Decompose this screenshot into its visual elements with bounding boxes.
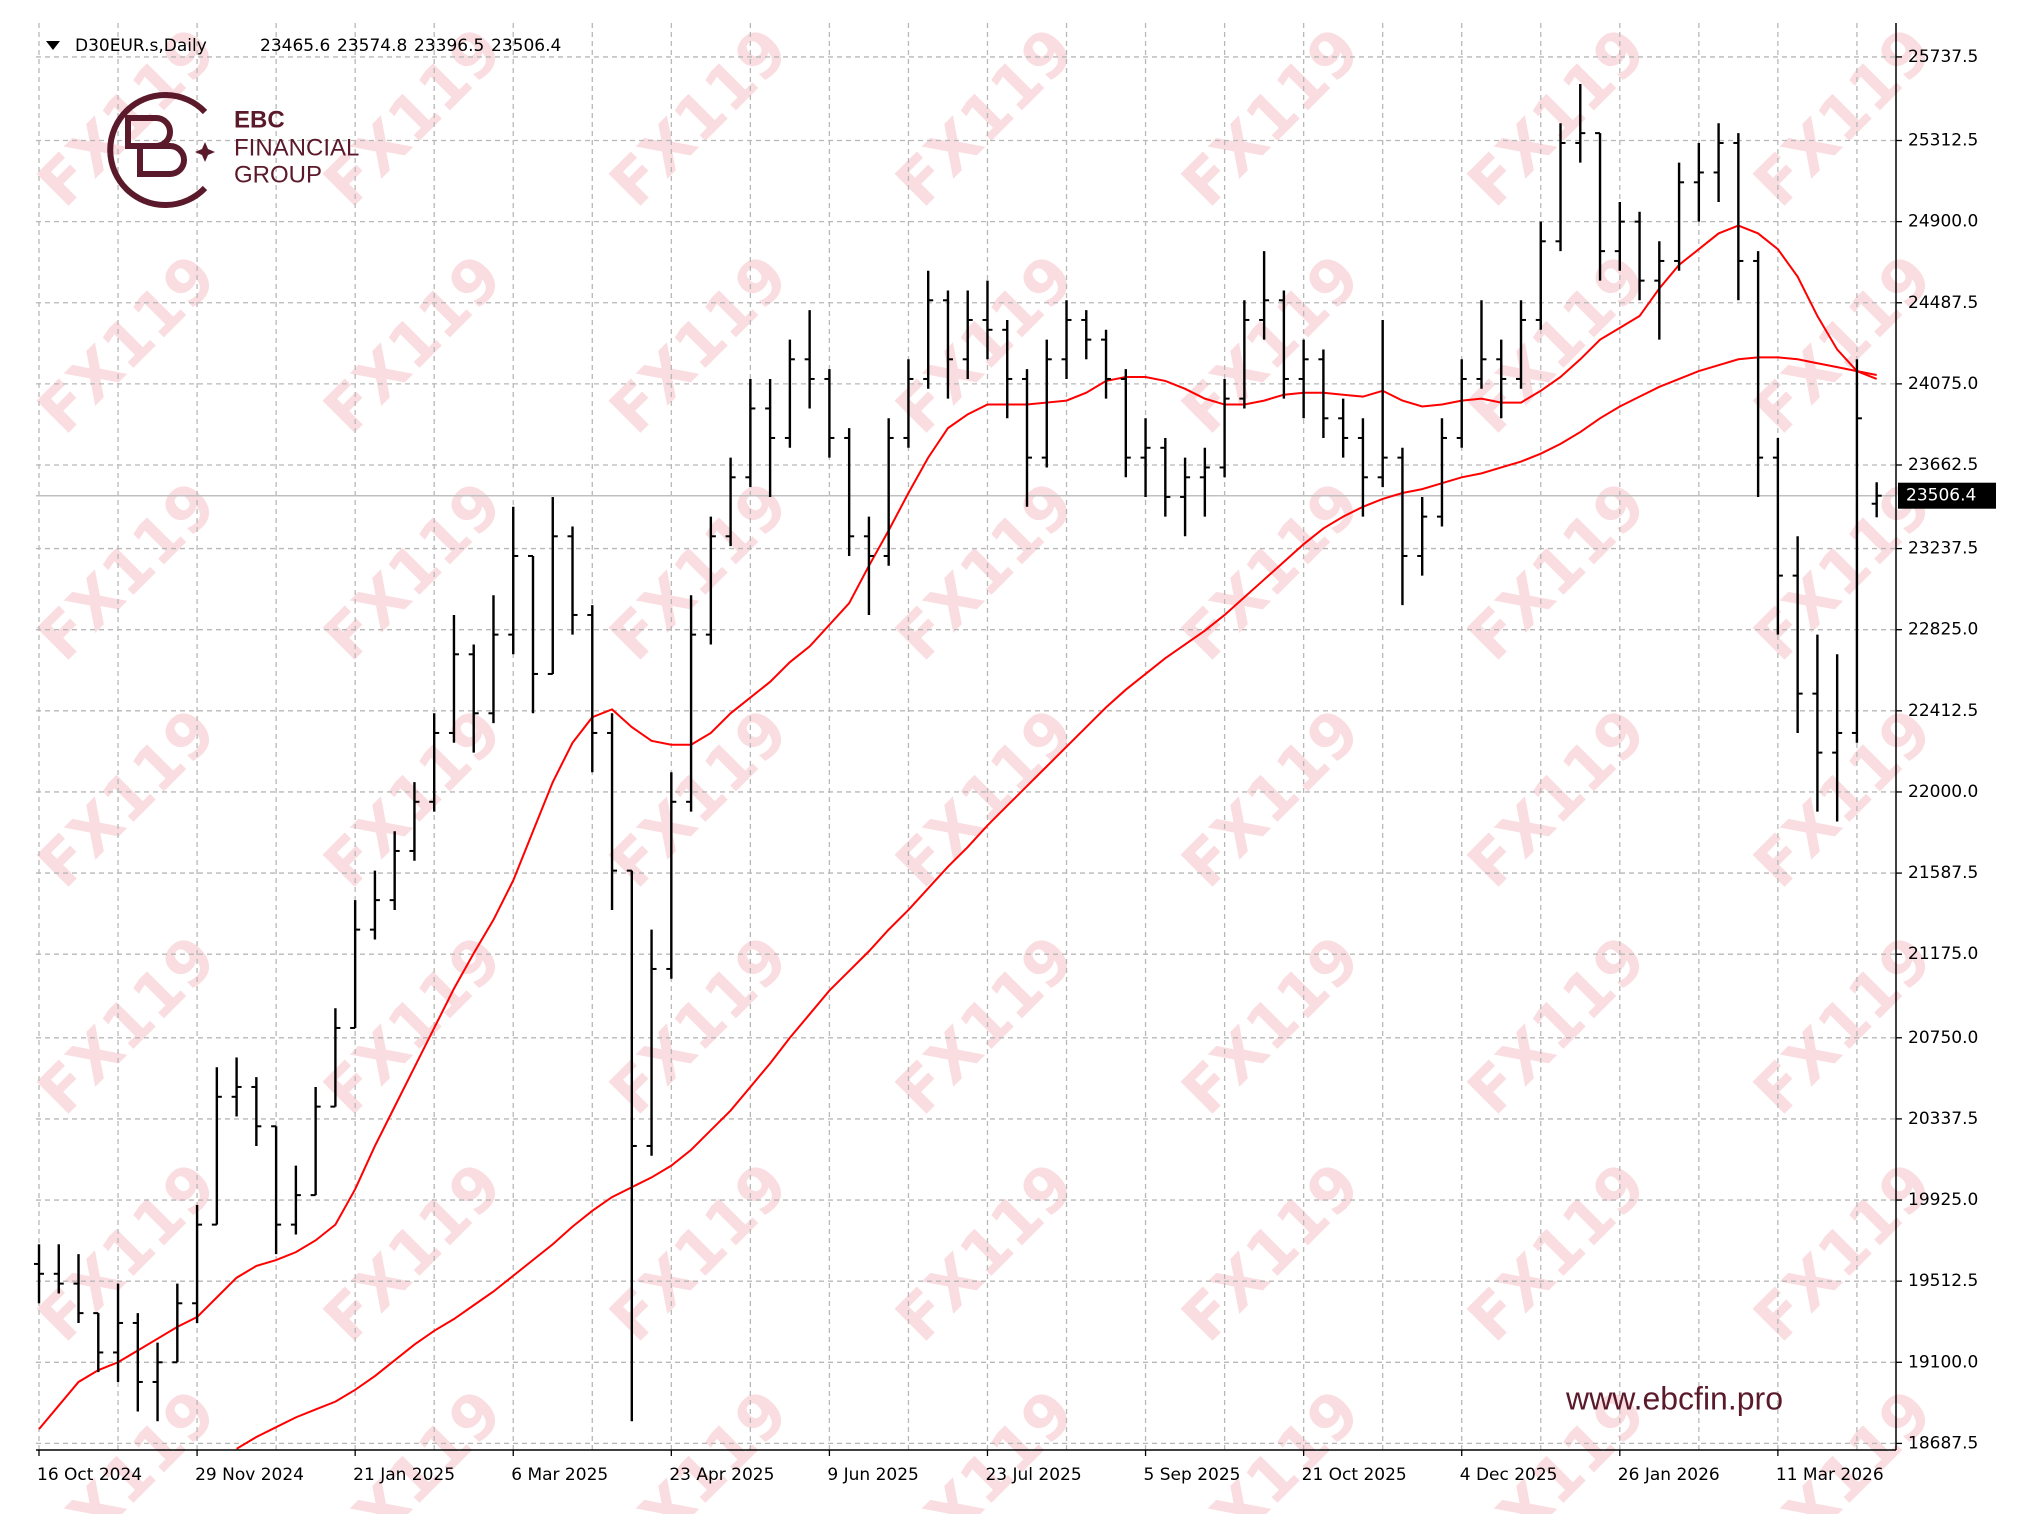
symbol: D30EUR.s,Daily [75, 36, 207, 56]
brand-line: GROUP [234, 161, 322, 188]
y-tick-label: 24900.0 [1908, 212, 1978, 232]
y-tick-label: 19100.0 [1908, 1352, 1978, 1372]
y-tick-label: 22412.5 [1908, 701, 1978, 721]
y-tick-label: 18687.5 [1908, 1433, 1978, 1453]
y-tick-label: 24075.0 [1908, 374, 1978, 394]
ohlc-open: 23465.6 [260, 36, 330, 56]
y-tick-label: 23237.5 [1908, 539, 1978, 559]
logo-ring [107, 92, 208, 208]
y-tick-label: 20337.5 [1908, 1109, 1978, 1129]
y-tick-label: 20750.0 [1908, 1028, 1978, 1048]
x-tick-label: 5 Sep 2025 [1144, 1465, 1241, 1485]
y-tick-label: 24487.5 [1908, 293, 1978, 313]
y-tick-label: 23662.5 [1908, 455, 1978, 475]
ohlc-high: 23574.8 [337, 36, 407, 56]
x-tick-label: 4 Dec 2025 [1460, 1465, 1558, 1485]
x-tick-label: 23 Jul 2025 [985, 1465, 1081, 1485]
menu-arrow [46, 41, 60, 50]
x-tick-label: 6 Mar 2025 [511, 1465, 608, 1485]
logo-star [195, 142, 215, 162]
moving-average [236, 356, 1877, 1450]
y-tick-label: 19512.5 [1908, 1271, 1978, 1291]
overlays [38, 224, 1878, 1450]
x-tick-label: 11 Mar 2026 [1776, 1465, 1884, 1485]
x-tick-label: 29 Nov 2024 [195, 1465, 304, 1485]
moving-average [38, 224, 1878, 1430]
y-tick-label: 21175.0 [1908, 944, 1978, 964]
x-tick-label: 21 Jan 2025 [353, 1465, 455, 1485]
ohlc-low: 23396.5 [414, 36, 484, 56]
brand-line: FINANCIAL [234, 134, 359, 161]
price-label: 23506.4 [1906, 486, 1976, 506]
logo: EBC FINANCIAL GROUP [107, 92, 359, 208]
x-tick-label: 23 Apr 2025 [669, 1465, 774, 1485]
ohlc-close: 23506.4 [491, 36, 561, 56]
y-tick-label: 25737.5 [1908, 47, 1978, 67]
x-tick-label: 21 Oct 2025 [1302, 1465, 1407, 1485]
y-tick-label: 19925.0 [1908, 1190, 1978, 1210]
y-tick-label: 21587.5 [1908, 863, 1978, 883]
price-label-box [1898, 482, 1996, 509]
y-tick-label: 22000.0 [1908, 782, 1978, 802]
axes: 18687.5 19100.0 19512.5 19925.0 20337.5 20750… [36, 23, 1996, 1485]
y-tick-label: 25312.5 [1908, 131, 1978, 151]
bars [34, 83, 1882, 1422]
brand-url: www.ebcfin.pro [1565, 1380, 1783, 1416]
x-tick-label: 26 Jan 2026 [1618, 1465, 1720, 1485]
x-tick-label: 16 Oct 2024 [37, 1465, 142, 1485]
logo-mark [125, 115, 187, 177]
brand-name: EBC [234, 106, 285, 133]
x-tick-label: 9 Jun 2025 [827, 1465, 918, 1485]
y-tick-label: 22825.0 [1908, 620, 1978, 640]
